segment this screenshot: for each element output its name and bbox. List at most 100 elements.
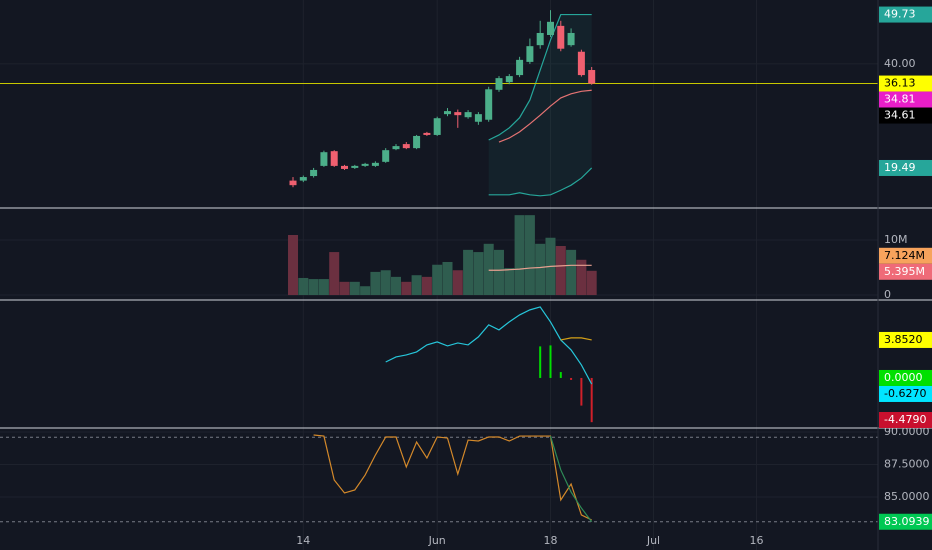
candle-body <box>567 32 575 46</box>
x-tick-label: 16 <box>749 534 763 547</box>
badge-label: 7.124M <box>884 249 925 262</box>
volume-bar <box>452 270 463 296</box>
volume-bar <box>339 281 350 296</box>
price-badge <box>879 513 932 530</box>
y-tick-label: 10M <box>884 233 908 246</box>
volume-bar <box>442 261 453 296</box>
volume-bar <box>380 270 391 296</box>
volume-bar <box>483 243 494 296</box>
candle-body <box>351 165 359 168</box>
volume-bar <box>421 276 432 296</box>
x-tick-label: 14 <box>296 534 310 547</box>
y-tick-label: 0 <box>884 288 891 301</box>
volume-bar <box>524 215 535 296</box>
candle-body <box>361 163 369 166</box>
price-badge <box>879 369 932 386</box>
badge-label: -4.4790 <box>884 413 926 426</box>
candle-body <box>423 132 431 135</box>
volume-bar <box>555 246 566 296</box>
volume-bar <box>586 270 597 296</box>
indicator-line <box>549 435 593 523</box>
price-badge <box>879 412 932 428</box>
candle-body <box>433 118 441 135</box>
band-fill <box>488 14 592 196</box>
badge-label: 3.8520 <box>884 333 923 346</box>
indicator-line <box>385 306 593 385</box>
volume-bar <box>298 277 309 296</box>
volume-bar <box>349 281 360 296</box>
volume-bar <box>514 215 525 296</box>
histogram-bar <box>539 346 542 378</box>
candle-body <box>310 169 318 177</box>
candle-body <box>382 150 390 162</box>
candle-body <box>495 78 503 90</box>
indicator-line <box>488 13 592 141</box>
candle-body <box>526 46 534 62</box>
volume-bar <box>535 243 546 296</box>
badge-label: 34.81 <box>884 93 916 106</box>
candle-body <box>536 32 544 46</box>
volume-bar <box>370 271 381 296</box>
price-badge <box>879 247 932 264</box>
indicator-line <box>313 434 592 521</box>
y-tick-label: 40.00 <box>884 57 916 70</box>
candle-body <box>320 152 328 166</box>
candle-body <box>516 59 524 76</box>
x-tick-label: Jun <box>428 534 446 547</box>
y-tick-label: 85.0000 <box>884 490 930 503</box>
x-tick-label: 18 <box>543 534 557 547</box>
candle-body <box>371 162 379 166</box>
badge-label: 36.13 <box>884 77 916 90</box>
candle-body <box>474 114 482 122</box>
histogram-bar <box>570 377 573 380</box>
indicator-line <box>560 337 592 341</box>
candle-body <box>557 25 565 49</box>
candle-body <box>299 177 307 181</box>
volume-bar <box>288 234 299 296</box>
volume-bar <box>401 281 412 296</box>
price-badge <box>879 159 932 176</box>
candle-body <box>588 70 596 84</box>
volume-bar <box>360 286 371 296</box>
y-tick-label: 87.5000 <box>884 458 930 471</box>
volume-bar <box>473 252 484 296</box>
badge-label: 34.61 <box>884 109 916 122</box>
badge-label: 0.0000 <box>884 371 923 384</box>
price-badge <box>879 6 932 23</box>
volume-bar <box>493 249 504 296</box>
indicator-line <box>488 167 593 197</box>
candle-body <box>454 112 462 116</box>
volume-bar <box>308 279 319 296</box>
badge-label: 5.395M <box>884 265 925 278</box>
candle-body <box>330 151 338 166</box>
volume-bar <box>576 259 587 296</box>
price-badge <box>879 75 932 92</box>
x-tick-label: Jul <box>646 534 660 547</box>
badge-label: 19.49 <box>884 161 916 174</box>
candle-body <box>464 112 472 118</box>
indicator-line <box>498 89 592 143</box>
histogram-bar <box>590 377 593 423</box>
volume-bar <box>318 279 329 296</box>
histogram-bar <box>549 345 552 378</box>
volume-bar <box>329 252 340 296</box>
volume-bar <box>504 268 515 296</box>
candle-body <box>505 76 513 83</box>
volume-bar <box>432 264 443 296</box>
volume-bar <box>463 249 474 296</box>
candle-body <box>402 144 410 149</box>
price-badge <box>879 331 932 348</box>
badge-label: 49.73 <box>884 8 916 21</box>
candle-body <box>341 165 349 169</box>
candle-body <box>485 89 493 120</box>
badge-label: 83.0939 <box>884 515 930 528</box>
volume-bar <box>391 276 402 296</box>
candle-body <box>289 180 297 186</box>
histogram-bar <box>580 377 583 406</box>
histogram-bar <box>559 372 562 378</box>
volume-bar <box>566 249 577 296</box>
candle-body <box>392 146 400 150</box>
candle-body <box>413 135 421 149</box>
